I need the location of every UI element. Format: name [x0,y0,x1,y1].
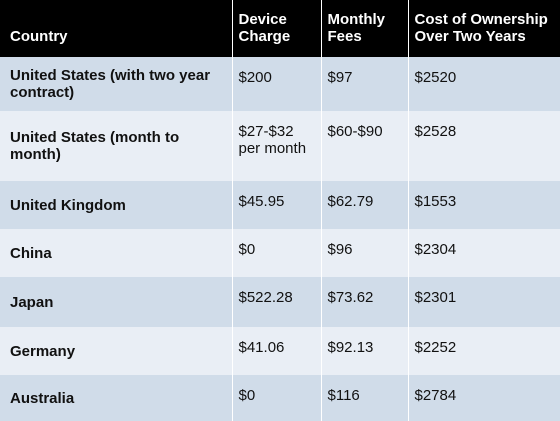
value-cell: $96 [320,229,409,277]
header-cell: Monthly Fees [320,0,409,57]
value-cell: $41.06 [231,327,322,375]
value-cell: $97 [320,57,409,111]
value-cell: $1553 [407,181,560,229]
country-cell: Australia [0,375,233,421]
table-row: China $0 $96 $2304 [0,229,560,277]
value-cell: $2252 [407,327,560,375]
value-cell: $2304 [407,229,560,277]
country-cell: China [0,229,233,277]
value-cell: $73.62 [320,277,409,327]
table-row: Germany $41.06 $92.13 $2252 [0,327,560,375]
country-cell: United States (month to month) [0,111,233,181]
table-row: United States (month to month) $27-$32 pe… [0,111,560,181]
value-cell: $60-$90 [320,111,409,181]
table-row: United States (with two year contract) $2… [0,57,560,111]
value-cell: $2784 [407,375,560,421]
table-row: Japan $522.28 $73.62 $2301 [0,277,560,327]
value-cell: $200 [231,57,322,111]
value-cell: $2528 [407,111,560,181]
value-cell: $2520 [407,57,560,111]
value-cell: $92.13 [320,327,409,375]
header-row: Country Device Charge Monthly Fees Cost of … [0,0,560,57]
table-row: Australia $0 $116 $2784 [0,375,560,421]
country-cell: Japan [0,277,233,327]
country-cell: Germany [0,327,233,375]
value-cell: $27-$32 per month [231,111,322,181]
header-cell: Country [0,0,233,57]
country-cell: United Kingdom [0,181,233,229]
country-cell: United States (with two year contract) [0,57,233,111]
value-cell: $45.95 [231,181,322,229]
header-cell: Cost of Ownership Over Two Years [407,0,560,57]
value-cell: $62.79 [320,181,409,229]
value-cell: $0 [231,229,322,277]
header-cell: Device Charge [231,0,322,57]
table-body: United States (with two year contract) $2… [0,57,560,421]
value-cell: $522.28 [231,277,322,327]
table-row: United Kingdom $45.95 $62.79 $1553 [0,181,560,229]
value-cell: $0 [231,375,322,421]
value-cell: $2301 [407,277,560,327]
value-cell: $116 [320,375,409,421]
